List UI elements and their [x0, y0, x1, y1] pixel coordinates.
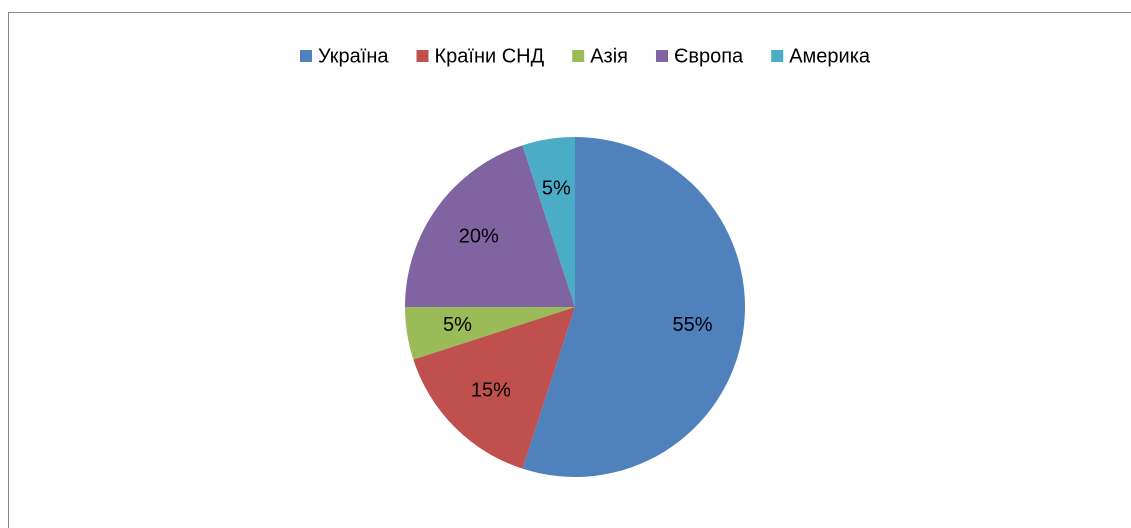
- legend-swatch: [299, 50, 312, 62]
- legend-label: Азія: [590, 45, 628, 67]
- data-label: 5%: [443, 314, 472, 336]
- pie-slice: [405, 145, 575, 307]
- data-label: 5%: [542, 178, 571, 200]
- data-label: 20%: [459, 225, 499, 247]
- legend-swatch: [416, 50, 429, 62]
- data-label: 55%: [673, 314, 713, 336]
- pie-slice: [413, 307, 575, 469]
- pie-slice: [522, 137, 575, 307]
- legend-label: Країни СНД: [435, 45, 545, 67]
- data-label: 15%: [471, 379, 511, 401]
- legend-swatch: [771, 50, 784, 62]
- legend-label: Європа: [674, 45, 744, 67]
- pie-slice: [405, 307, 575, 360]
- legend-label: Америка: [789, 45, 871, 67]
- legend-swatch: [655, 50, 668, 62]
- legend-label: Україна: [318, 45, 389, 67]
- legend-swatch: [572, 50, 585, 62]
- chart-border: [8, 12, 1131, 528]
- pie-slice: [522, 137, 746, 477]
